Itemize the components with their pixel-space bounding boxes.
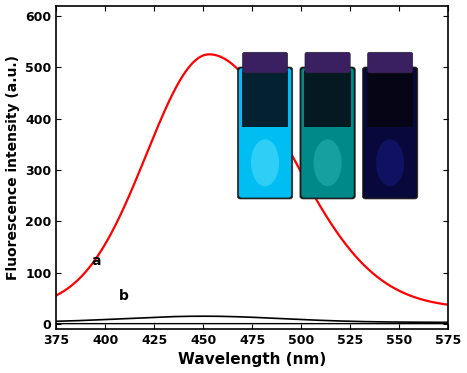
Y-axis label: Fluorescence intensity (a.u.): Fluorescence intensity (a.u.) [6, 55, 20, 280]
Text: b: b [119, 289, 129, 303]
Text: a: a [92, 254, 101, 268]
X-axis label: Wavelength (nm): Wavelength (nm) [178, 352, 326, 367]
